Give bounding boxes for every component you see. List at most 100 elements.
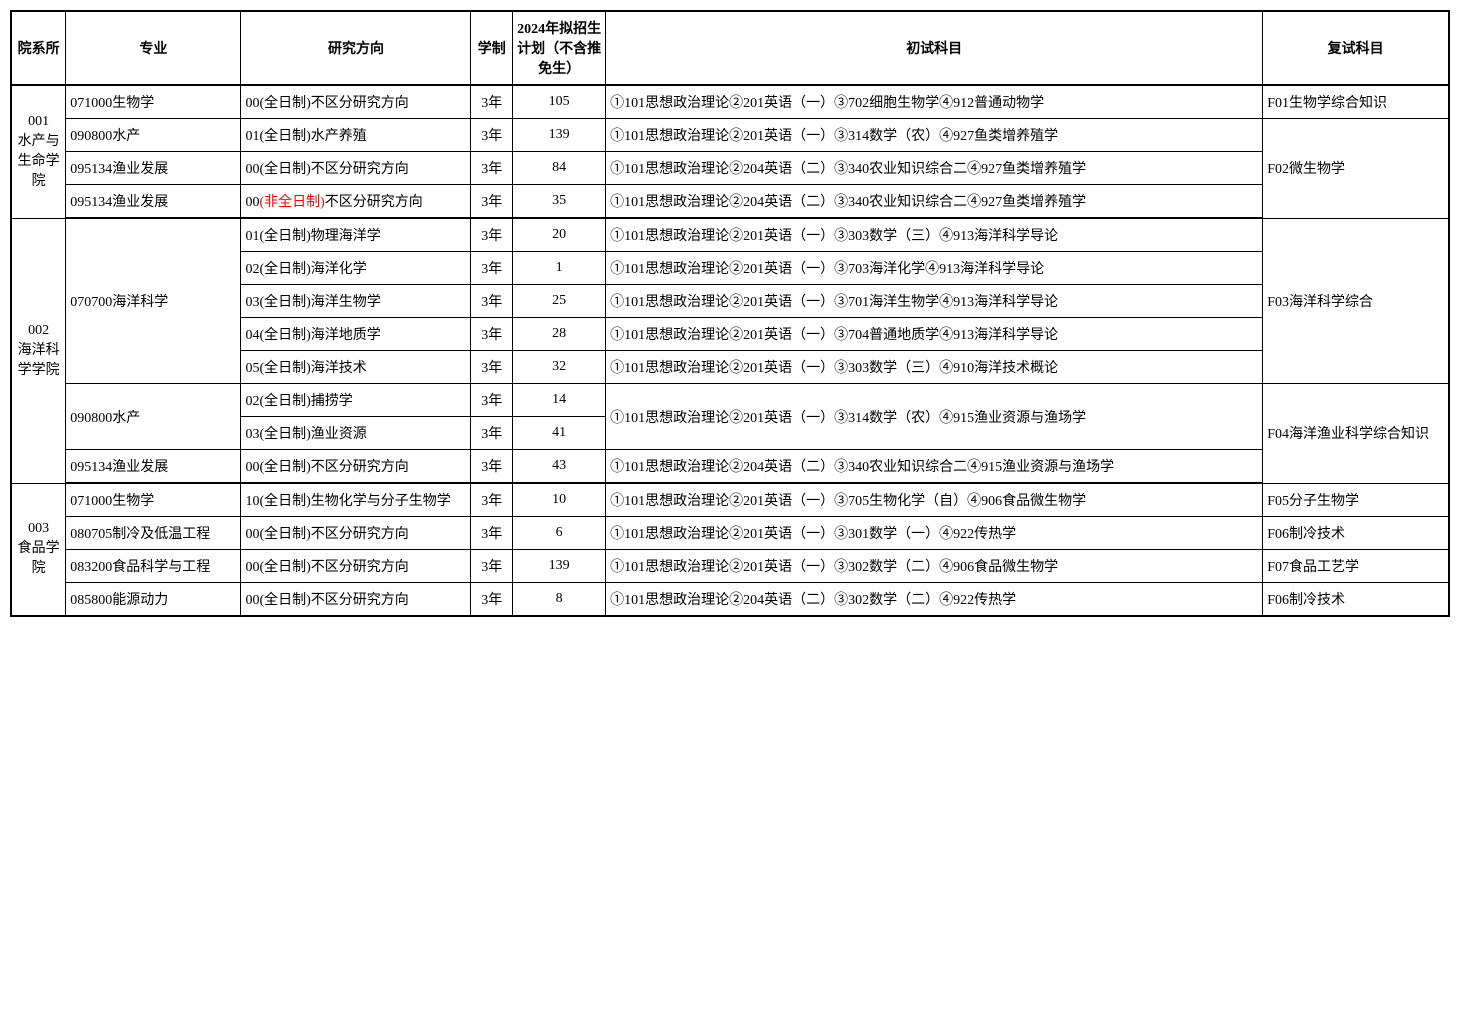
duration-cell: 3年 [471,285,513,318]
prelim-cell: ①101思想政治理论②201英语（一）③303数学（三）④910海洋技术概论 [606,351,1263,384]
plan-cell: 105 [513,85,606,119]
direction-cell: 02(全日制)捕捞学 [241,384,471,417]
direction-suffix: 渔业资源 [311,427,367,442]
prelim-cell: ①101思想政治理论②204英语（二）③302数学（二）④922传热学 [606,583,1263,617]
table-row: 083200食品科学与工程 00(全日制)不区分研究方向 3年 139 ①101… [11,550,1449,583]
prelim-cell: ①101思想政治理论②204英语（二）③340农业知识综合二④915渔业资源与渔… [606,450,1263,484]
direction-prefix: 03(全日制) [245,295,310,310]
prelim-cell: ①101思想政治理论②201英语（一）③705生物化学（自）④906食品微生物学 [606,483,1263,517]
header-dept: 院系所 [11,11,66,85]
direction-suffix: 海洋技术 [311,361,367,376]
table-row: 002 海洋科学学院 070700海洋科学 01(全日制)物理海洋学 3年 20… [11,218,1449,252]
table-row: 080705制冷及低温工程 00(全日制)不区分研究方向 3年 6 ①101思想… [11,517,1449,550]
prelim-cell: ①101思想政治理论②204英语（二）③340农业知识综合二④927鱼类增养殖学 [606,185,1263,219]
direction-num: 00 [245,195,259,210]
direction-prefix: 00(全日制) [245,460,310,475]
major-cell: 071000生物学 [66,85,241,119]
table-row: 090800水产 02(全日制)捕捞学 3年 14 ①101思想政治理论②201… [11,384,1449,417]
plan-cell: 8 [513,583,606,617]
direction-red: (非全日制) [259,195,324,210]
header-duration: 学制 [471,11,513,85]
prelim-cell: ①101思想政治理论②201英语（一）③701海洋生物学④913海洋科学导论 [606,285,1263,318]
header-major: 专业 [66,11,241,85]
duration-cell: 3年 [471,417,513,450]
major-cell: 071000生物学 [66,483,241,517]
direction-prefix: 01(全日制) [245,129,310,144]
duration-cell: 3年 [471,583,513,617]
table-row: 003 食品学院 071000生物学 10(全日制)生物化学与分子生物学 3年 … [11,483,1449,517]
major-cell: 095134渔业发展 [66,450,241,484]
direction-cell: 00(非全日制)不区分研究方向 [241,185,471,219]
direction-suffix: 不区分研究方向 [311,560,409,575]
plan-cell: 6 [513,517,606,550]
dept-cell: 003 食品学院 [11,483,66,616]
duration-cell: 3年 [471,351,513,384]
reexam-cell: F06制冷技术 [1263,583,1449,617]
direction-prefix: 02(全日制) [245,394,310,409]
duration-cell: 3年 [471,517,513,550]
direction-prefix: 01(全日制) [245,229,310,244]
direction-suffix: 不区分研究方向 [311,162,409,177]
table-row: 090800水产 01(全日制)水产养殖 3年 139 ①101思想政治理论②2… [11,119,1449,152]
header-direction: 研究方向 [241,11,471,85]
major-cell: 070700海洋科学 [66,218,241,384]
prelim-cell: ①101思想政治理论②201英语（一）③302数学（二）④906食品微生物学 [606,550,1263,583]
major-cell: 083200食品科学与工程 [66,550,241,583]
direction-cell: 03(全日制)海洋生物学 [241,285,471,318]
plan-cell: 41 [513,417,606,450]
header-plan: 2024年拟招生计划（不含推免生） [513,11,606,85]
direction-prefix: 00(全日制) [245,162,310,177]
plan-cell: 139 [513,550,606,583]
direction-suffix: 不区分研究方向 [311,593,409,608]
prelim-cell: ①101思想政治理论②201英语（一）③703海洋化学④913海洋科学导论 [606,252,1263,285]
major-cell: 090800水产 [66,384,241,450]
major-cell: 095134渔业发展 [66,185,241,219]
direction-cell: 04(全日制)海洋地质学 [241,318,471,351]
dept-code: 003 [28,521,49,536]
prelim-cell: ①101思想政治理论②201英语（一）③301数学（一）④922传热学 [606,517,1263,550]
direction-cell: 05(全日制)海洋技术 [241,351,471,384]
duration-cell: 3年 [471,185,513,219]
plan-cell: 14 [513,384,606,417]
prelim-cell: ①101思想政治理论②201英语（一）③704普通地质学④913海洋科学导论 [606,318,1263,351]
major-cell: 085800能源动力 [66,583,241,617]
prelim-cell: ①101思想政治理论②201英语（一）③314数学（农）④915渔业资源与渔场学 [606,384,1263,450]
dept-name: 海洋科学学院 [18,343,60,378]
reexam-cell: F04海洋渔业科学综合知识 [1263,384,1449,484]
direction-cell: 00(全日制)不区分研究方向 [241,450,471,484]
reexam-cell: F03海洋科学综合 [1263,218,1449,384]
direction-suffix: 海洋地质学 [311,328,381,343]
major-cell: 090800水产 [66,119,241,152]
plan-cell: 32 [513,351,606,384]
direction-suffix: 捕捞学 [311,394,353,409]
plan-cell: 20 [513,218,606,252]
reexam-cell: F02微生物学 [1263,119,1449,219]
plan-cell: 1 [513,252,606,285]
direction-suffix: 不区分研究方向 [325,195,423,210]
direction-cell: 01(全日制)物理海洋学 [241,218,471,252]
direction-suffix: 不区分研究方向 [311,460,409,475]
table-row: 001 水产与生命学院 071000生物学 00(全日制)不区分研究方向 3年 … [11,85,1449,119]
direction-cell: 03(全日制)渔业资源 [241,417,471,450]
duration-cell: 3年 [471,119,513,152]
reexam-cell: F06制冷技术 [1263,517,1449,550]
table-row: 095134渔业发展 00(非全日制)不区分研究方向 3年 35 ①101思想政… [11,185,1449,219]
dept-code: 002 [28,323,49,338]
duration-cell: 3年 [471,483,513,517]
table-row: 095134渔业发展 00(全日制)不区分研究方向 3年 43 ①101思想政治… [11,450,1449,484]
direction-cell: 00(全日制)不区分研究方向 [241,152,471,185]
direction-cell: 10(全日制)生物化学与分子生物学 [241,483,471,517]
dept-code: 001 [28,114,49,129]
dept-cell: 001 水产与生命学院 [11,85,66,218]
dept-name: 水产与生命学院 [18,134,60,189]
duration-cell: 3年 [471,152,513,185]
dept-name: 食品学院 [18,541,60,576]
reexam-cell: F05分子生物学 [1263,483,1449,517]
major-cell: 095134渔业发展 [66,152,241,185]
direction-prefix: 03(全日制) [245,427,310,442]
dept-cell: 002 海洋科学学院 [11,218,66,483]
direction-cell: 00(全日制)不区分研究方向 [241,85,471,119]
direction-prefix: 00(全日制) [245,560,310,575]
plan-cell: 10 [513,483,606,517]
prelim-cell: ①101思想政治理论②201英语（一）③314数学（农）④927鱼类增养殖学 [606,119,1263,152]
